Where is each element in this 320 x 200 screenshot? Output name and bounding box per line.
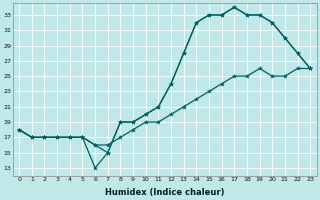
X-axis label: Humidex (Indice chaleur): Humidex (Indice chaleur)	[105, 188, 224, 197]
